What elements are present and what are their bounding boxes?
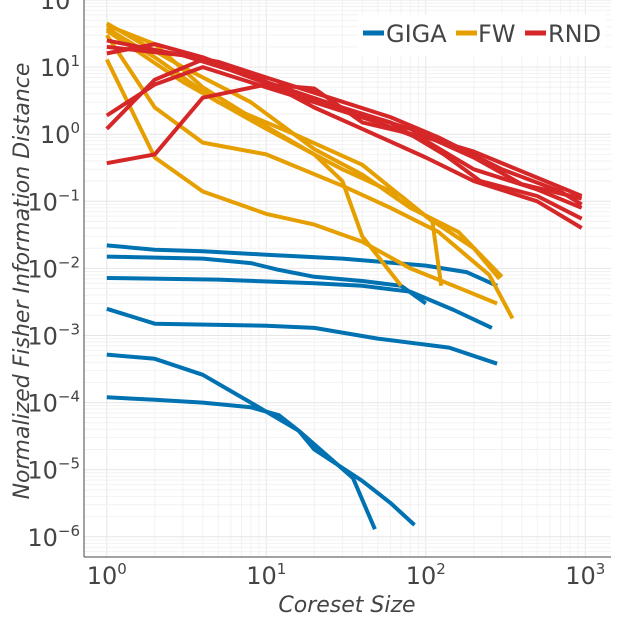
- series-line-fw-6: [105, 21, 504, 279]
- series-line-rnd-14: [105, 65, 583, 210]
- series-line-rnd-16: [106, 44, 583, 201]
- x-tick-label: 103: [565, 560, 605, 590]
- y-tick-label: 101: [40, 52, 80, 82]
- series-line-giga-0: [106, 243, 498, 288]
- y-tick-label: 10−1: [27, 186, 80, 216]
- series-layer: [105, 21, 583, 530]
- series-line-giga-3: [106, 306, 498, 366]
- y-tick-label: 10−4: [27, 388, 80, 418]
- x-tick-label: 102: [406, 560, 446, 590]
- legend-box: [358, 14, 606, 56]
- series-line-giga-2: [106, 276, 493, 330]
- y-tick-label: 100: [40, 119, 80, 149]
- y-tick-label: 10−6: [27, 522, 80, 552]
- legend-label-fw: FW: [478, 20, 516, 48]
- y-tick-label: 102: [40, 0, 80, 15]
- x-tick-label: 100: [87, 560, 127, 590]
- tick-labels: 100 101 102 103 10−6 10−5 10−4 10−3 10−2 10−1 100 1…: [27, 0, 605, 590]
- series-line-fw-10: [105, 58, 498, 306]
- legend-label-giga: GIGA: [386, 20, 447, 48]
- series-line-giga-5: [106, 395, 416, 527]
- legend: GIGA FW RND: [358, 14, 606, 56]
- legend-label-rnd: RND: [548, 20, 601, 48]
- x-tick-label: 101: [246, 560, 286, 590]
- x-axis-title: Coreset Size: [278, 593, 415, 618]
- y-axis-title: Normalized Fisher Information Distance: [10, 63, 35, 500]
- y-tick-label: 10−3: [27, 321, 80, 351]
- series-line-rnd-17: [106, 38, 583, 207]
- y-tick-label: 10−5: [27, 455, 80, 485]
- y-tick-label: 10−2: [27, 253, 80, 283]
- series-line-giga-4: [106, 352, 377, 530]
- series-line-rnd-13: [105, 57, 583, 230]
- series-line-giga-1: [106, 254, 427, 306]
- series-line-fw-7: [105, 26, 502, 281]
- series-line-fw-8: [105, 28, 444, 287]
